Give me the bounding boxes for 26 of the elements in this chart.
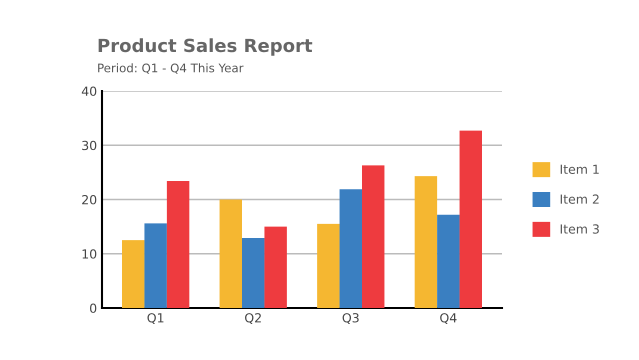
bar — [340, 189, 362, 308]
bar — [414, 176, 438, 308]
chart-title: Product Sales Report — [98, 38, 312, 56]
bar — [264, 226, 287, 308]
x-tick-label: Q2 — [245, 313, 261, 324]
bar — [460, 130, 482, 308]
bar — [362, 165, 384, 308]
y-tick-label: 0 — [90, 303, 96, 313]
bar — [317, 224, 340, 308]
legend-label: Item 2 — [560, 194, 599, 204]
legend-label: Item 1 — [560, 164, 599, 174]
y-tick-label: 20 — [82, 194, 96, 204]
x-tick-label: Q3 — [342, 313, 359, 324]
bar — [220, 200, 242, 308]
bar — [122, 240, 144, 308]
bar — [166, 181, 190, 308]
y-tick-label: 30 — [82, 140, 96, 150]
x-tick-label: Q1 — [147, 313, 164, 324]
legend-label: Item 3 — [560, 224, 599, 234]
y-tick-label: 40 — [82, 86, 96, 96]
x-tick-label: Q4 — [440, 313, 457, 324]
bar — [242, 238, 264, 308]
bar — [437, 214, 460, 308]
y-tick-label: 10 — [82, 249, 96, 259]
chart-subtitle: Period: Q1 - Q4 This Year — [98, 63, 244, 74]
bar — [144, 223, 167, 308]
